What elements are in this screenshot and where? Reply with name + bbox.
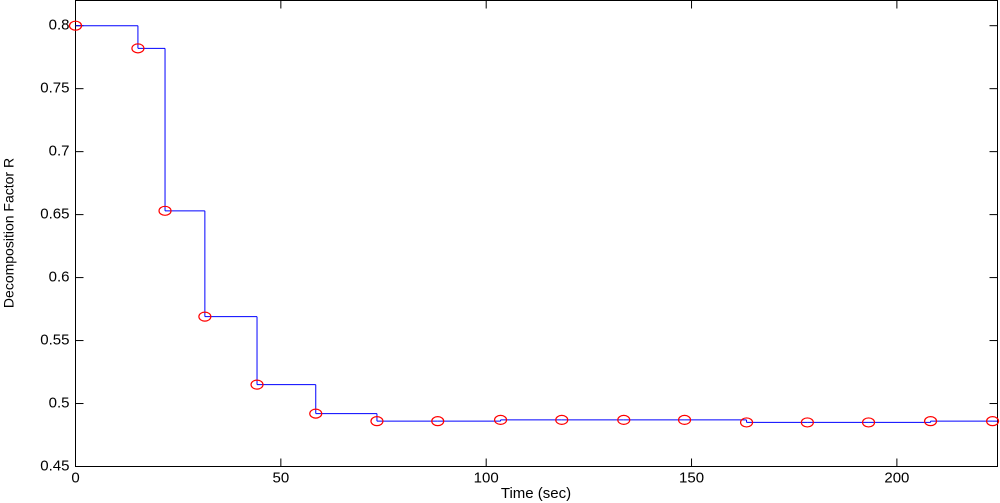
x-tick-label: 0 (71, 469, 79, 486)
y-tick-label: 0.7 (49, 143, 70, 160)
y-axis-label: Decomposition Factor R (1, 158, 17, 308)
marker (861, 417, 876, 428)
marker (555, 414, 569, 425)
marker (131, 43, 145, 54)
y-tick-label: 0.45 (40, 457, 69, 474)
marker (68, 20, 83, 31)
marker (309, 408, 323, 419)
marker (677, 414, 692, 425)
y-tick-label: 0.55 (40, 332, 69, 349)
y-tick-label: 0.75 (40, 80, 69, 97)
x-tick-label: 200 (884, 469, 909, 486)
y-tick-label: 0.8 (49, 17, 70, 34)
y-tick-label: 0.5 (49, 394, 70, 411)
marker (493, 414, 508, 425)
x-tick-label: 50 (273, 469, 290, 486)
marker (923, 416, 938, 427)
x-tick-label: 150 (679, 469, 704, 486)
marker (739, 417, 754, 428)
y-tick-label: 0.65 (40, 206, 69, 223)
marker (985, 416, 1000, 427)
marker (370, 416, 384, 427)
y-tick-label: 0.6 (49, 269, 70, 286)
x-tick-label: 100 (474, 469, 499, 486)
x-axis-label: Time (sec) (501, 485, 571, 502)
marker (158, 205, 172, 216)
plot-frame (75, 0, 998, 467)
marker (617, 414, 631, 425)
marker (250, 379, 264, 390)
marker (800, 417, 814, 428)
marker (198, 311, 212, 322)
marker (431, 416, 445, 427)
